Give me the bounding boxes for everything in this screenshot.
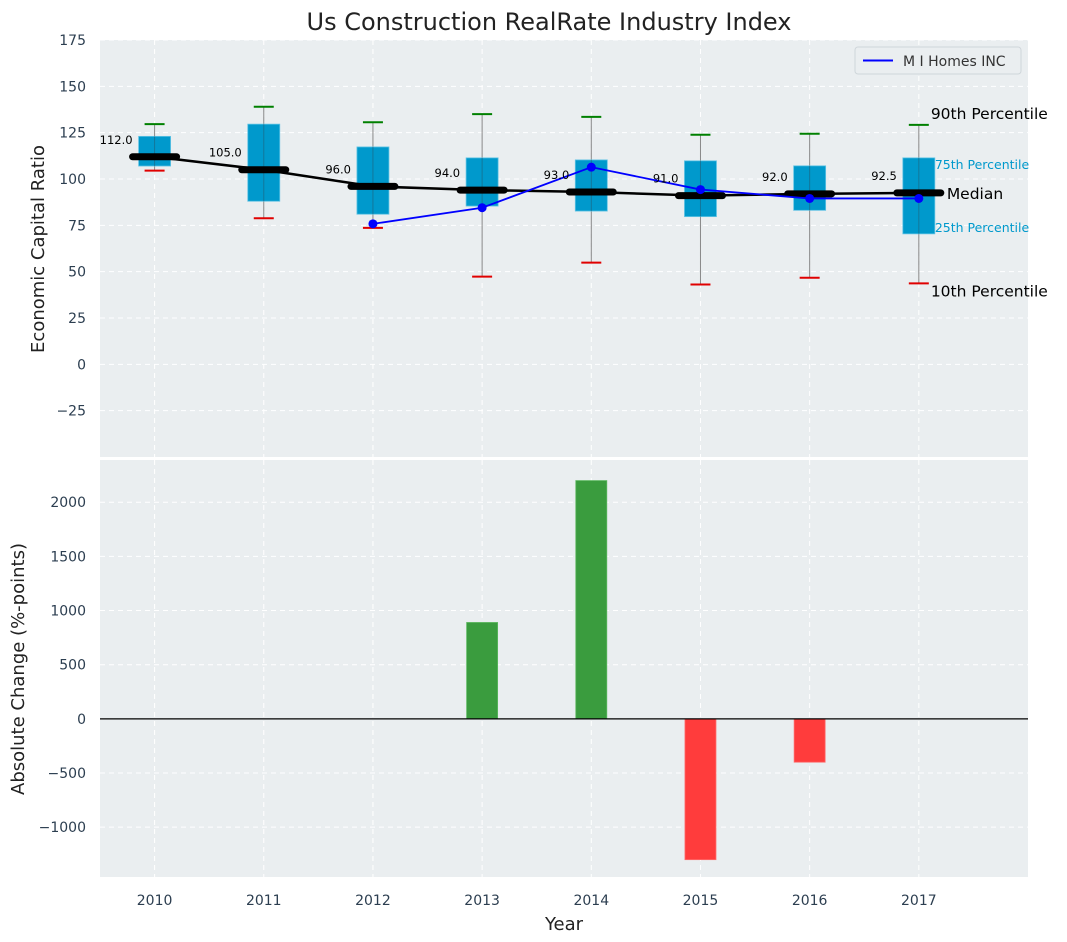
median-value-label: 92.0 bbox=[762, 170, 788, 184]
x-tick-label: 2015 bbox=[683, 893, 719, 909]
chart-title: Us Construction RealRate Industry Index bbox=[307, 8, 792, 36]
bottom-y-tick-label: 1000 bbox=[50, 604, 86, 620]
company-line bbox=[372, 166, 919, 225]
x-axis-title: Year bbox=[544, 914, 584, 935]
boxplot-2011 bbox=[247, 105, 281, 220]
x-tick-label: 2012 bbox=[355, 893, 391, 909]
median-value-label: 96.0 bbox=[325, 162, 351, 176]
boxplot-2010 bbox=[138, 123, 171, 172]
x-tick-label: 2017 bbox=[901, 893, 937, 909]
bottom-y-tick-label: −1000 bbox=[39, 820, 86, 836]
company-point bbox=[695, 185, 705, 195]
median-value-label: 94.0 bbox=[435, 166, 461, 180]
bottom-y-ticks: −1000 −500 0 500 1000 1500 2000 bbox=[39, 495, 86, 836]
company-point bbox=[368, 219, 378, 229]
company-point bbox=[914, 193, 924, 203]
x-ticks: 2010 2011 2012 2013 2014 2015 2016 2017 bbox=[137, 893, 937, 909]
median-value-label: 93.0 bbox=[544, 168, 570, 182]
annotation-10th-percentile: 10th Percentile bbox=[931, 282, 1048, 300]
bottom-y-tick-label: −500 bbox=[48, 766, 86, 782]
top-y-ticks: −25 0 25 50 75 100 125 150 175 bbox=[56, 33, 86, 420]
x-tick-label: 2011 bbox=[246, 893, 282, 909]
boxplots bbox=[138, 105, 936, 286]
bottom-y-tick-label: 0 bbox=[77, 712, 86, 728]
company-point bbox=[805, 193, 815, 203]
legend-box bbox=[854, 46, 1022, 75]
top-y-tick-label: 125 bbox=[59, 126, 86, 142]
top-y-tick-label: 100 bbox=[59, 172, 86, 188]
annotation-90th-percentile: 90th Percentile bbox=[931, 105, 1048, 123]
change-bar-2014 bbox=[575, 480, 608, 720]
median-value-label: 91.0 bbox=[653, 172, 679, 186]
top-y-axis-title: Economic Capital Ratio bbox=[28, 145, 49, 353]
x-tick-label: 2016 bbox=[792, 893, 828, 909]
top-panel: −25 0 25 50 75 100 125 150 175 112.0 105.0 96.0 94.… bbox=[28, 33, 1048, 457]
top-y-tick-label: 25 bbox=[68, 311, 86, 327]
top-plot-background bbox=[100, 40, 1028, 457]
legend: M I Homes INC bbox=[854, 46, 1022, 75]
median-value-label: 112.0 bbox=[100, 133, 133, 147]
top-y-tick-label: 150 bbox=[59, 79, 86, 95]
x-tick-label: 2013 bbox=[464, 893, 500, 909]
change-bar-2016 bbox=[793, 718, 826, 763]
bottom-y-axis-title: Absolute Change (%-points) bbox=[8, 543, 29, 795]
median-labels: 112.0 105.0 96.0 94.0 93.0 91.0 92.0 92.5 bbox=[100, 133, 897, 186]
company-series bbox=[368, 162, 924, 229]
median-line-group bbox=[129, 153, 945, 200]
top-y-tick-label: −25 bbox=[56, 404, 86, 420]
annotation-median: Median bbox=[947, 185, 1003, 203]
company-point bbox=[477, 203, 487, 213]
change-bar-2013 bbox=[466, 622, 499, 720]
annotation-75th-percentile: 75th Percentile bbox=[935, 157, 1030, 172]
median-value-label: 92.5 bbox=[871, 169, 897, 183]
bottom-y-tick-label: 2000 bbox=[50, 495, 86, 511]
legend-label: M I Homes INC bbox=[903, 54, 1006, 70]
bottom-plot-background bbox=[100, 460, 1028, 877]
median-value-label: 105.0 bbox=[209, 146, 242, 160]
percentile-annotations: 90th Percentile 75th Percentile Median 2… bbox=[931, 105, 1048, 300]
top-y-tick-label: 175 bbox=[59, 33, 86, 49]
bottom-y-tick-label: 1500 bbox=[50, 549, 86, 565]
top-y-tick-label: 50 bbox=[68, 265, 86, 281]
boxplot-2016 bbox=[793, 132, 827, 279]
boxplot-2012 bbox=[356, 121, 390, 229]
company-point bbox=[586, 162, 596, 172]
annotation-25th-percentile: 25th Percentile bbox=[935, 220, 1030, 235]
x-tick-label: 2014 bbox=[573, 893, 609, 909]
top-y-tick-label: 0 bbox=[77, 357, 86, 373]
change-bar-2015 bbox=[684, 718, 717, 861]
top-y-tick-label: 75 bbox=[68, 218, 86, 234]
bottom-y-tick-label: 500 bbox=[59, 658, 86, 674]
x-tick-label: 2010 bbox=[137, 893, 173, 909]
